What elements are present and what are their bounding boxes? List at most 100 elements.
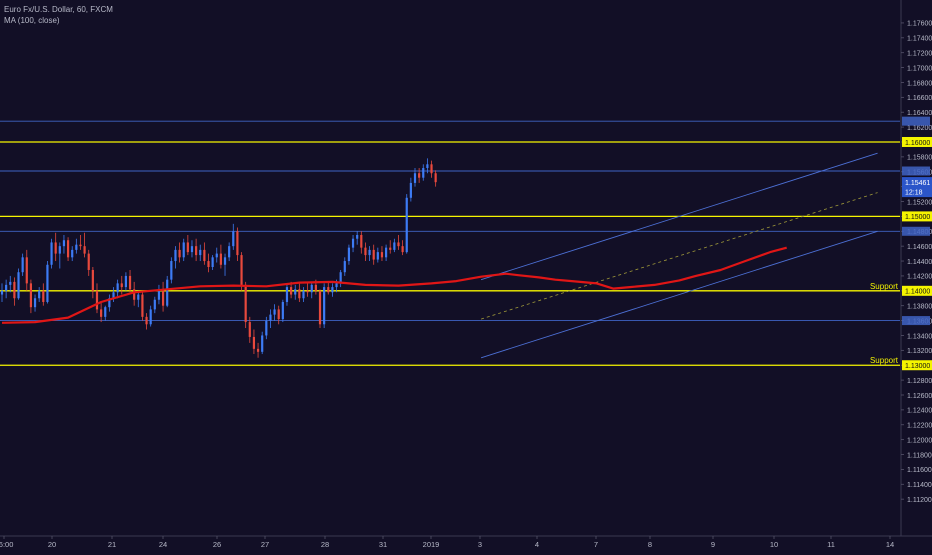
support-label: Support (870, 282, 899, 291)
candle (248, 316, 251, 343)
price-tick-label: 1.17000 (907, 65, 932, 72)
price-axis[interactable]: 1.17600 1.17400 1.17200 1.17000 1.16800 1.166… (900, 0, 932, 536)
trend-channel (480, 152, 878, 359)
candle-body (75, 244, 78, 250)
candle (430, 160, 433, 178)
candle (149, 305, 152, 327)
candle (327, 281, 330, 295)
price-tick-label: 1.16200 (907, 125, 932, 132)
candle (331, 283, 334, 297)
level-blue-badge (902, 316, 930, 326)
price-tick-label: 1.12400 (907, 408, 932, 415)
price-tick-label: 1.15800 (907, 155, 932, 162)
candle (364, 242, 367, 262)
symbol-title: Euro Fx/U.S. Dollar, 60, FXCM (4, 5, 113, 14)
candle (323, 283, 326, 329)
candle (174, 246, 177, 269)
candle (376, 247, 379, 263)
time-tick-label: 3 (478, 540, 482, 549)
candle-body (290, 287, 293, 295)
candle-body (277, 309, 280, 320)
candle-body (409, 182, 412, 198)
candle-body (323, 287, 326, 325)
candle-body (46, 264, 49, 302)
price-tick-label: 1.14600 (907, 244, 932, 251)
candle (145, 313, 148, 330)
candle (91, 267, 94, 299)
level-price-badge-label: 1.16000 (905, 140, 930, 147)
candle-body (0, 290, 4, 295)
candle-body (240, 255, 243, 285)
time-tick-label: 8 (648, 540, 652, 549)
candle (17, 268, 20, 300)
candle-body (5, 284, 8, 291)
candle-body (273, 309, 276, 315)
price-tick-label: 1.12800 (907, 378, 932, 385)
candle-body (380, 252, 384, 258)
candle-body (161, 290, 165, 306)
candle (281, 299, 284, 323)
candle (203, 242, 206, 265)
candle (389, 240, 392, 254)
candle-body (335, 283, 338, 288)
candle-body (124, 275, 127, 288)
candle (182, 238, 185, 262)
candle-body (413, 173, 417, 183)
candle-body (29, 283, 33, 308)
candle-body (310, 284, 313, 293)
channel-lower-line (480, 230, 878, 359)
candle (79, 235, 82, 250)
indicator-title: MA (100, close) (4, 16, 60, 25)
level-price-badge-label: 1.14000 (905, 289, 930, 296)
level-price-badge-label: 1.15000 (905, 214, 930, 221)
candle (244, 281, 247, 329)
candle-body (393, 242, 396, 250)
candle (426, 158, 429, 174)
candle-body (318, 290, 322, 325)
candle (277, 305, 280, 325)
candle (29, 279, 33, 314)
candle-body (302, 290, 305, 299)
candle-body (244, 284, 247, 323)
time-tick-label: 7 (594, 540, 598, 549)
support-label: Support (870, 356, 899, 365)
price-tick-label: 1.11400 (907, 482, 932, 489)
candle-body (95, 290, 99, 310)
candle-body (236, 231, 239, 256)
candle (306, 283, 309, 297)
time-tick-label: 11 (827, 540, 835, 549)
candle (285, 283, 289, 306)
current-price-label: 1.15461 (905, 180, 930, 187)
time-axis[interactable]: 06:00 20 21 24 26 27 28 31 2019 3 4 7 8 9 10 11 14 (0, 535, 932, 549)
candle-body (116, 283, 119, 293)
candle-body (83, 246, 86, 254)
candle-body (422, 168, 425, 178)
candle-body (434, 173, 437, 183)
candle-body (9, 281, 12, 285)
candle (141, 290, 144, 321)
candle-body (174, 249, 177, 262)
price-tick-label: 1.12600 (907, 393, 932, 400)
candle (211, 255, 214, 270)
time-tick-label: 06:00 (0, 540, 13, 549)
candle (38, 287, 41, 302)
candle (219, 244, 222, 269)
candle (339, 269, 342, 288)
price-tick-label: 1.14400 (907, 259, 932, 266)
chart-legend: Euro Fx/U.S. Dollar, 60, FXCM MA (100, c… (4, 4, 113, 26)
candle (25, 249, 28, 291)
candle (215, 247, 218, 263)
candle (75, 238, 78, 254)
candle (418, 168, 421, 183)
level-price-badge (902, 136, 932, 147)
candle (71, 246, 74, 262)
candle-body (265, 320, 268, 336)
candle-body (133, 289, 136, 300)
candle (104, 305, 107, 321)
candle (397, 235, 400, 250)
candle-body (430, 164, 433, 174)
candle-body (256, 348, 260, 352)
price-tick-label: 1.16800 (907, 80, 932, 87)
